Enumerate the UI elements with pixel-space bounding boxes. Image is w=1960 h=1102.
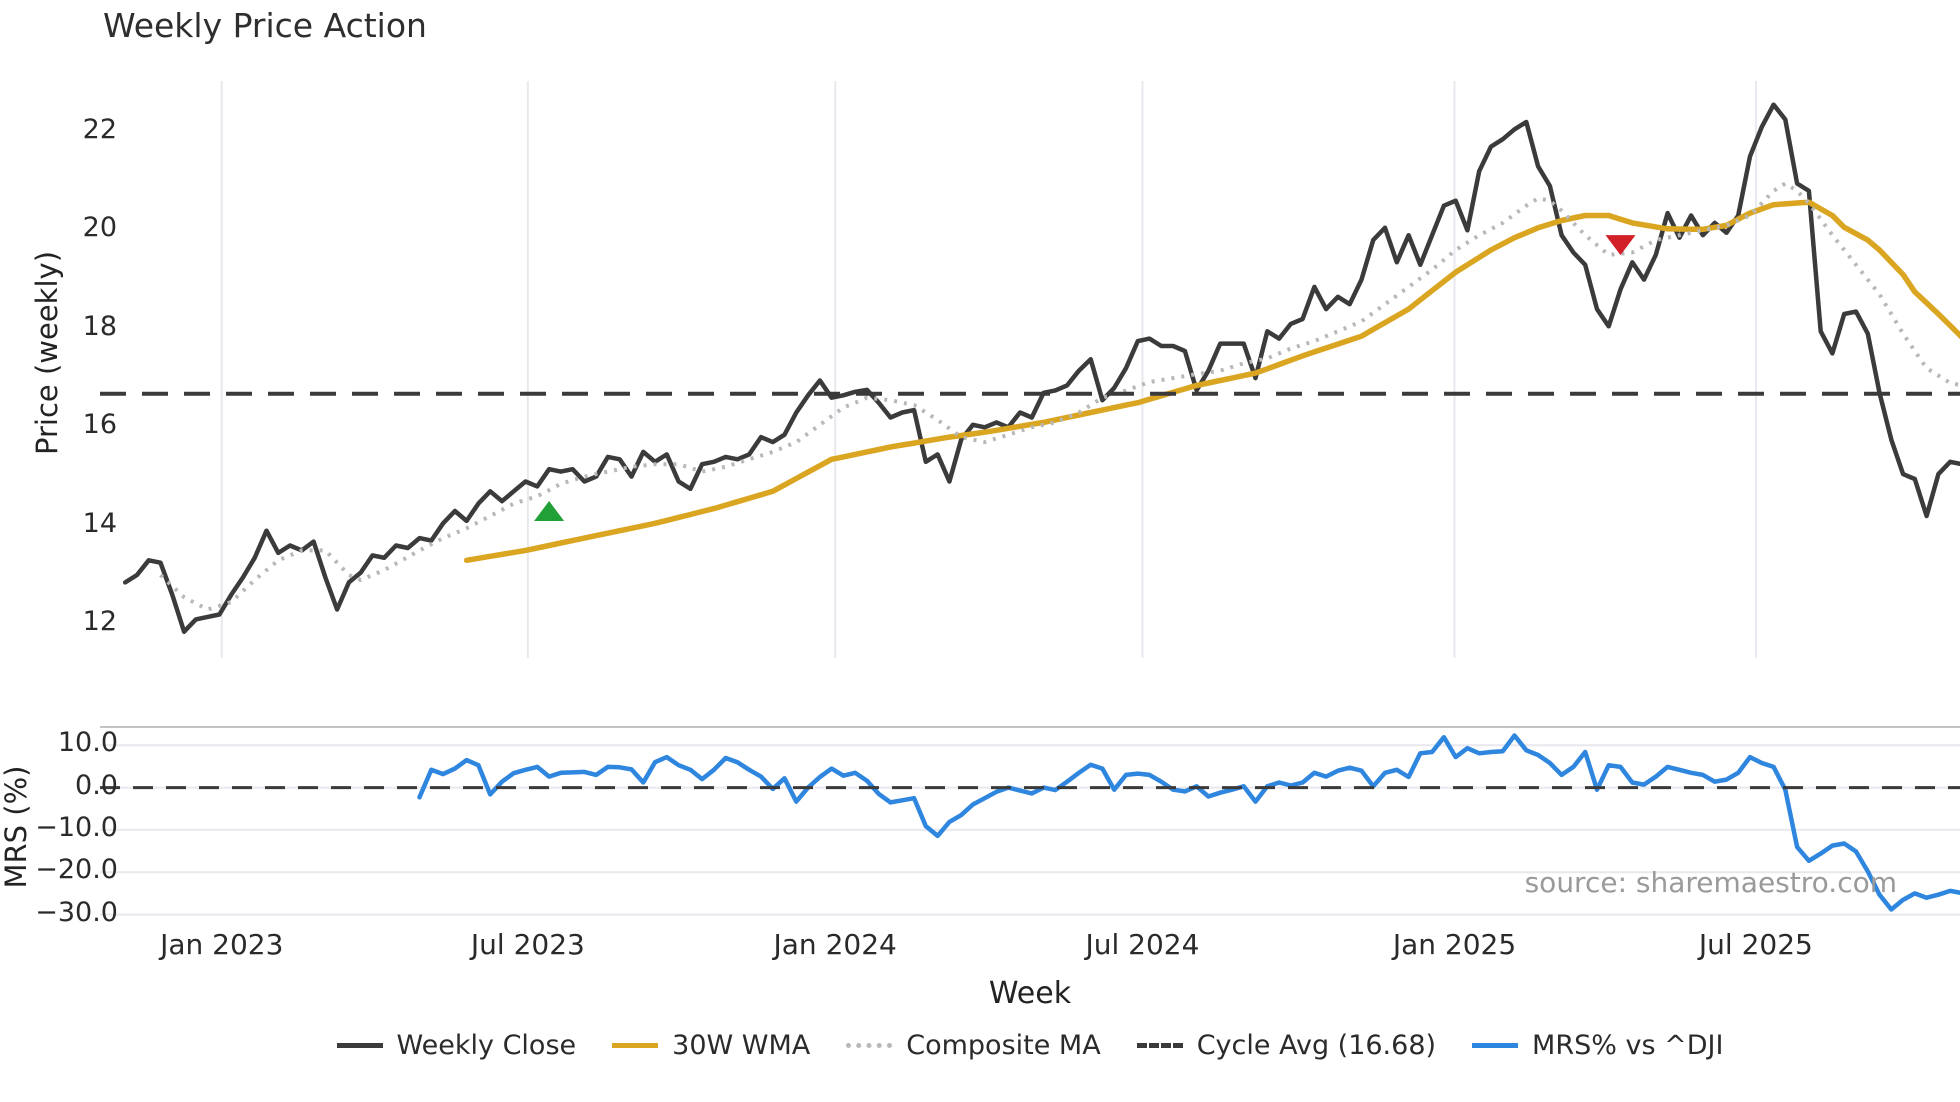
legend-item-mrs-vs-dji: MRS% vs ^DJI	[1472, 1030, 1723, 1061]
legend: Weekly Close 30W WMA Composite MA Cycle Avg…	[100, 1030, 1960, 1061]
mrs-tick-label: −30.0	[35, 896, 118, 928]
legend-label: Cycle Avg (16.68)	[1196, 1030, 1437, 1061]
legend-swatch	[1472, 1043, 1519, 1048]
price-tick-label: 22	[82, 113, 117, 145]
price-tick-label: 20	[82, 212, 117, 244]
sell-signal-marker	[1605, 235, 1636, 256]
legend-label: Composite MA	[906, 1030, 1101, 1061]
x-axis-label: Week	[988, 976, 1072, 1011]
legend-swatch	[612, 1043, 659, 1048]
legend-label: 30W WMA	[672, 1030, 811, 1061]
x-tick-label: Jan 2025	[1392, 928, 1517, 961]
price-tick-label: 12	[82, 606, 117, 638]
price-tick-label: 14	[82, 507, 117, 539]
buy-signal-marker	[534, 501, 565, 521]
x-tick-label: Jul 2025	[1698, 928, 1813, 961]
price-tick-label: 18	[82, 310, 117, 342]
legend-item-composite-ma: Composite MA	[846, 1030, 1101, 1061]
weekly-close-line	[122, 102, 1960, 634]
x-tick-label: Jan 2024	[773, 928, 897, 961]
source-note: source: sharemaestro.com	[1524, 866, 1897, 899]
legend-swatch	[336, 1043, 383, 1048]
mrs-axis-label: MRS (%)	[0, 765, 33, 889]
mrs-tick-label: −10.0	[35, 811, 118, 843]
legend-item-weekly-close: Weekly Close	[336, 1030, 577, 1061]
x-tick-label: Jul 2024	[1085, 928, 1200, 961]
legend-label: Weekly Close	[396, 1030, 577, 1061]
chart-title: Weekly Price Action	[103, 6, 427, 45]
legend-item-cycle-avg-16-68-: Cycle Avg (16.68)	[1136, 1030, 1437, 1061]
mrs-tick-label: 10.0	[57, 727, 118, 759]
legend-swatch	[1136, 1043, 1183, 1048]
mrs-tick-label: 0.0	[75, 769, 118, 801]
x-tick-label: Jan 2023	[160, 928, 284, 961]
legend-label: MRS% vs ^DJI	[1532, 1030, 1724, 1061]
x-tick-label: Jul 2023	[470, 928, 585, 961]
legend-swatch	[846, 1043, 893, 1048]
legend-item-30w-wma: 30W WMA	[612, 1030, 810, 1061]
composite-ma-line	[159, 181, 1960, 612]
price-tick-label: 16	[82, 409, 117, 441]
wma-line	[463, 199, 1960, 564]
price-axis-label: Price (weekly)	[30, 250, 64, 455]
mrs-tick-label: −20.0	[35, 854, 118, 886]
